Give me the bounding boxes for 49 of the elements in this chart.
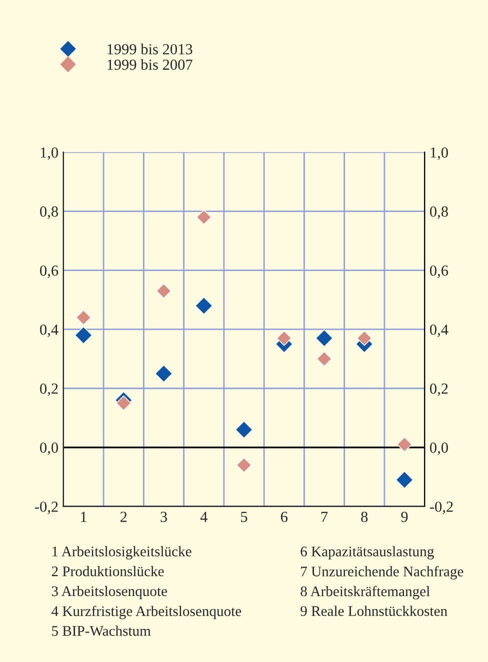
point bbox=[156, 283, 172, 299]
y2-tick-label: 1,0 bbox=[430, 147, 448, 160]
point bbox=[235, 420, 253, 439]
x-tick-label: 1 bbox=[81, 512, 86, 522]
x-tick-label: 4 bbox=[200, 512, 208, 522]
legend-label: 1999 bis 2013 bbox=[108, 44, 192, 54]
y2-tick-label: 0,4 bbox=[430, 324, 448, 337]
text: 5 BIP-Wachstum bbox=[52, 626, 151, 636]
text: 9 Reale Lohnstückkosten bbox=[300, 606, 448, 616]
legend-label: 1999 bis 2007 bbox=[108, 59, 192, 70]
point bbox=[74, 326, 92, 344]
y-tick-label: 0,6 bbox=[40, 265, 58, 278]
point bbox=[196, 209, 212, 225]
y-tick-label: 0,8 bbox=[40, 206, 58, 219]
y-tick-label: -0,2 bbox=[34, 502, 58, 514]
text: 4 Kurzfristige Arbeitslosenquote bbox=[52, 606, 242, 620]
point bbox=[396, 470, 414, 489]
point bbox=[316, 351, 332, 367]
point bbox=[116, 395, 132, 411]
point bbox=[154, 364, 173, 383]
point bbox=[396, 436, 412, 452]
point bbox=[76, 310, 92, 326]
y2-tick-label: 0,0 bbox=[430, 442, 448, 456]
y2-tick-label: 0,6 bbox=[430, 265, 448, 278]
x-tick-label: 5 bbox=[241, 512, 248, 522]
x-tick-label: 2 bbox=[120, 512, 127, 522]
x-tick-label: 6 bbox=[280, 512, 288, 522]
y-tick-label: 0,4 bbox=[40, 324, 58, 337]
y2-tick-label: -0,2 bbox=[430, 502, 453, 514]
point bbox=[236, 457, 252, 473]
y-tick-label: 1,0 bbox=[40, 147, 58, 160]
y-tick-label: 0,0 bbox=[40, 442, 58, 456]
point bbox=[276, 330, 292, 346]
text: 3 Arbeitslosenquote bbox=[52, 586, 167, 600]
x-tick-label: 8 bbox=[361, 512, 368, 522]
text: 1 Arbeitslosigkeitslücke bbox=[52, 546, 192, 560]
y2-tick-label: 0,8 bbox=[430, 206, 448, 219]
text: 8 Arbeitskräftemangel bbox=[300, 586, 430, 600]
point bbox=[315, 329, 334, 348]
text: 6 Kapazitätsauslastung bbox=[300, 546, 434, 560]
text: 2 Produktionslücke bbox=[52, 566, 164, 576]
x-tick-label: 3 bbox=[160, 512, 167, 522]
text: 7 Unzureichende Nachfrage bbox=[301, 566, 464, 580]
x-tick-label: 7 bbox=[321, 512, 328, 522]
y-tick-label: 0,2 bbox=[40, 384, 58, 396]
x-tick-label: 9 bbox=[401, 512, 408, 522]
y2-tick-label: 0,2 bbox=[430, 384, 448, 396]
point bbox=[194, 296, 213, 315]
point bbox=[356, 330, 372, 346]
